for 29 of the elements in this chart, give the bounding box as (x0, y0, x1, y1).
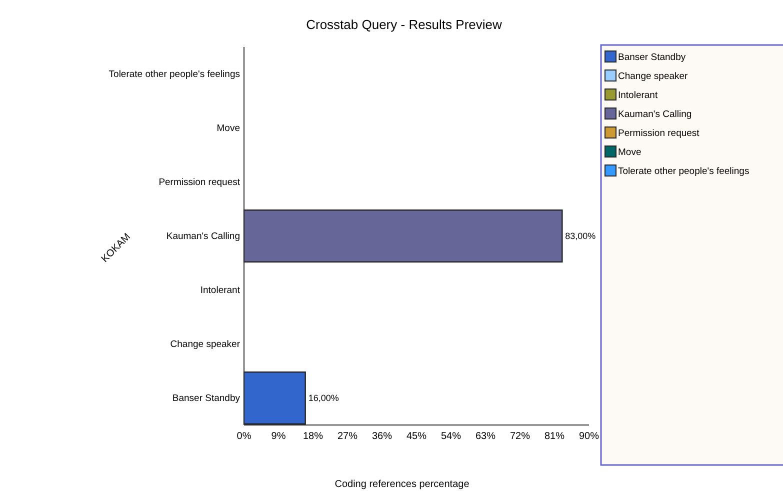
x-tick-label: 18% (302, 431, 324, 442)
y-tick-label: Permission request (158, 177, 240, 188)
y-tick-label: Move (216, 123, 240, 134)
x-tick-label: 9% (271, 431, 286, 442)
x-tick-label: 63% (475, 431, 496, 442)
legend-label: Move (618, 147, 642, 158)
chart-title: Crosstab Query - Results Preview (306, 17, 502, 32)
x-tick-label: 36% (372, 431, 392, 442)
x-tick-label: 81% (544, 431, 565, 442)
x-tick-label: 72% (510, 431, 530, 442)
x-axis-title: Coding references percentage (334, 479, 470, 490)
y-tick-label: Tolerate other people's feelings (108, 69, 240, 80)
y-tick-label: Intolerant (200, 285, 240, 296)
data-label: 83,00% (565, 231, 596, 241)
x-tick-label: 54% (440, 431, 462, 442)
x-tick-label: 45% (406, 431, 427, 442)
legend-label: Tolerate other people's feelings (618, 166, 750, 177)
x-tick-label: 90% (578, 431, 600, 442)
legend-label: Kauman's Calling (618, 109, 692, 120)
y-tick-label: Kauman's Calling (166, 231, 240, 242)
x-tick-label: 27% (337, 431, 358, 442)
legend-label: Permission request (618, 128, 700, 139)
y-tick-label: Change speaker (170, 339, 240, 350)
legend-label: Change speaker (618, 71, 688, 82)
legend-label: Intolerant (618, 90, 658, 101)
legend-label: Banser Standby (618, 52, 686, 63)
data-label: 16,00% (308, 393, 339, 403)
x-tick-label: 0% (236, 431, 252, 442)
y-tick-label: Banser Standby (172, 393, 240, 404)
